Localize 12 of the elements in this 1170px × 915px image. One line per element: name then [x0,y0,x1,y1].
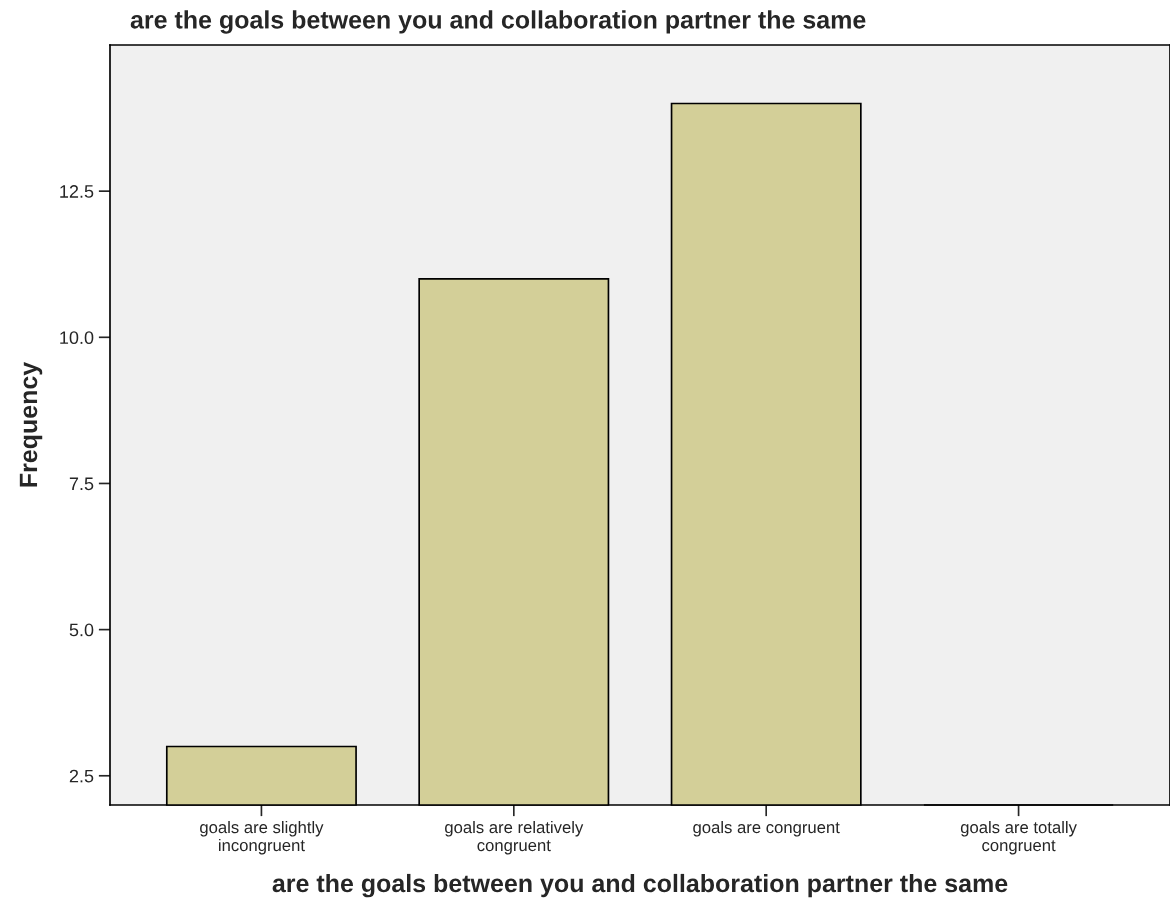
x-tick-label: goals are congruent [693,820,840,837]
y-tick-label: 5.0 [69,623,94,637]
x-tick-label: goals are totally congruent [960,820,1077,855]
y-tick-label: 10.0 [60,331,94,345]
x-axis-title: are the goals between you and collaboration partner the same [272,873,1008,898]
y-axis-title: Frequency [19,361,43,487]
y-tick-label: 2.5 [69,769,94,783]
x-tick-label: goals are relatively congruent [445,820,584,855]
x-tick-label: goals are slightly incongruent [200,820,324,855]
y-tick-label: 7.5 [69,477,94,491]
y-tick-label: 12.5 [60,185,94,198]
chart-title: are the goals between you and collaboration partner the same [130,10,866,34]
